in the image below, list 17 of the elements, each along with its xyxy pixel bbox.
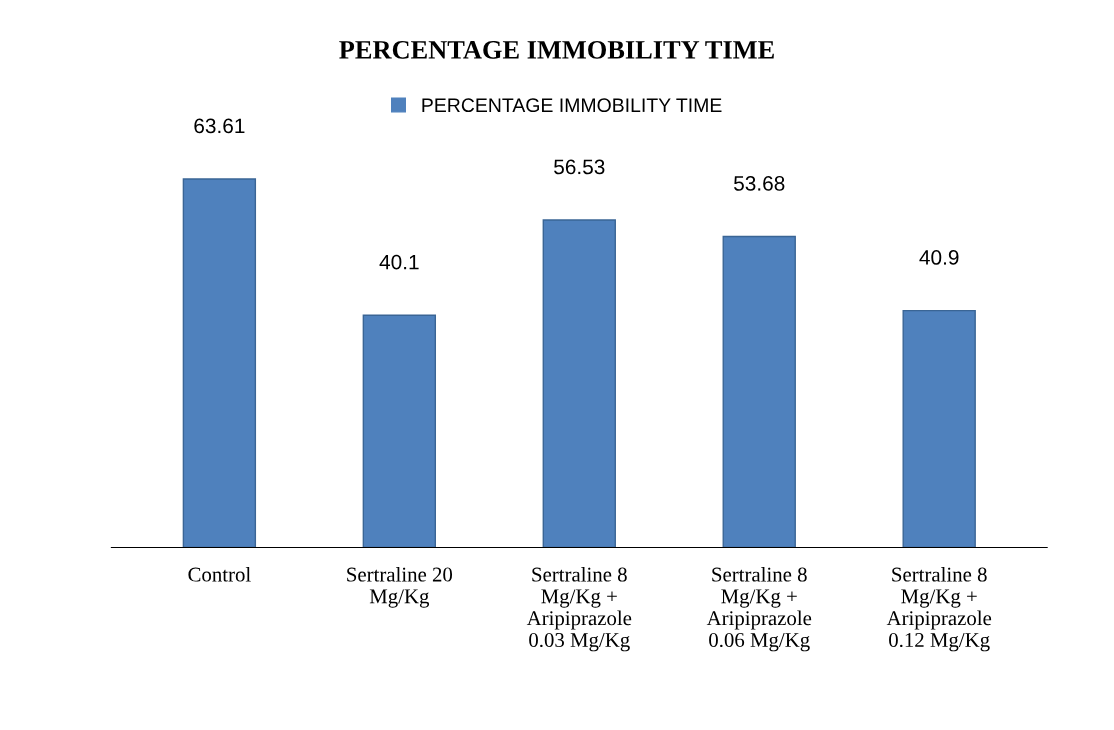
data-label: 63.61 [194,118,245,134]
x-tick-label: Sertraline 8 Mg/Kg + Aripiprazole 0.12 Mg/Kg [886,566,992,652]
data-label: 40.9 [919,250,959,265]
bar [362,314,437,548]
data-label: 53.68 [734,176,785,191]
x-tick-label: Sertraline 20 Mg/Kg [347,566,453,608]
x-tick-label: Sertraline 8 Mg/Kg + Aripiprazole 0.06 Mg/Kg [706,566,812,652]
bar [542,219,616,548]
bar [902,309,976,548]
bar [722,235,796,548]
data-label: 40.1 [379,254,419,270]
x-tick-label: Sertraline 8 Mg/Kg + Aripiprazole 0.03 Mg/Kg [526,566,632,652]
x-tick-label: Control [188,566,251,582]
legend-label: PERCENTAGE IMMOBILITY TIME [422,98,722,113]
data-label: 56.53 [554,159,605,175]
bar [182,178,257,548]
chart-title: PERCENTAGE IMMOBILITY TIME [339,40,774,59]
